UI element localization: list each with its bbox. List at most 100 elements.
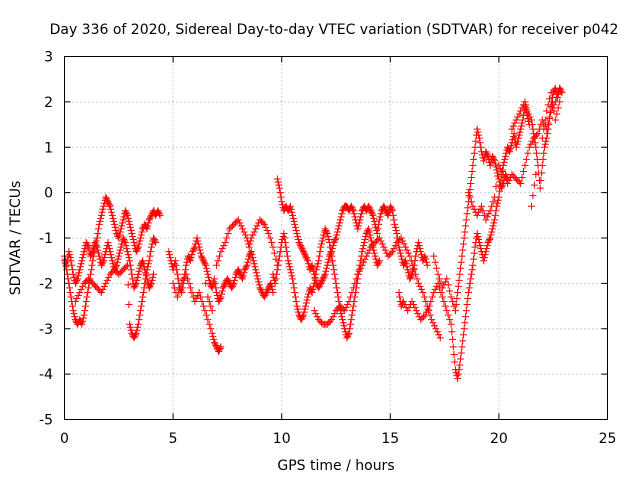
data-point xyxy=(542,137,550,145)
data-point xyxy=(551,116,559,124)
data-point xyxy=(427,298,435,306)
data-point xyxy=(145,257,153,265)
data-point xyxy=(146,282,154,290)
data-point xyxy=(399,261,407,269)
data-point xyxy=(242,264,249,272)
data-point xyxy=(132,329,140,337)
data-point xyxy=(142,275,150,283)
data-point xyxy=(97,211,105,219)
data-point xyxy=(281,234,289,242)
data-point xyxy=(312,276,320,284)
data-point xyxy=(541,116,549,124)
data-point xyxy=(422,255,430,263)
data-point xyxy=(437,279,445,287)
data-point xyxy=(96,217,104,225)
data-point xyxy=(141,279,149,287)
data-point xyxy=(93,284,101,292)
data-point xyxy=(368,210,376,218)
data-point xyxy=(84,288,92,296)
data-point xyxy=(350,210,358,218)
data-point xyxy=(89,257,97,265)
data-point xyxy=(144,222,152,230)
data-point xyxy=(362,252,370,260)
data-point xyxy=(269,243,277,251)
data-point xyxy=(383,210,391,218)
data-point xyxy=(131,331,139,339)
data-point xyxy=(77,285,85,293)
data-point xyxy=(345,298,353,306)
data-point xyxy=(230,279,238,287)
data-point xyxy=(186,255,194,263)
data-point xyxy=(338,313,346,321)
data-point xyxy=(331,270,339,278)
data-point xyxy=(311,275,319,283)
data-point xyxy=(329,261,337,269)
data-point xyxy=(289,275,297,283)
data-point xyxy=(259,219,267,227)
data-point xyxy=(459,246,467,254)
data-point xyxy=(102,279,110,287)
data-point xyxy=(105,242,113,250)
data-point xyxy=(260,220,268,228)
data-point xyxy=(299,313,307,321)
data-point xyxy=(223,275,231,283)
data-point xyxy=(358,248,366,256)
data-point xyxy=(455,276,463,284)
data-point xyxy=(556,98,564,106)
data-point xyxy=(116,231,124,239)
data-point xyxy=(244,255,252,263)
data-point xyxy=(138,258,146,266)
data-point xyxy=(453,372,461,380)
data-point xyxy=(522,101,530,109)
data-point xyxy=(282,243,290,251)
data-point xyxy=(497,184,505,192)
data-point xyxy=(128,229,136,237)
data-point xyxy=(303,255,311,263)
data-point xyxy=(470,255,478,263)
data-point xyxy=(525,143,533,151)
data-point xyxy=(216,344,224,352)
data-point xyxy=(401,258,409,266)
data-point xyxy=(266,234,274,242)
data-point xyxy=(521,161,529,169)
data-point xyxy=(137,231,145,239)
data-point xyxy=(139,257,147,265)
data-point xyxy=(417,285,425,293)
data-point xyxy=(380,202,388,210)
data-point xyxy=(205,273,213,281)
data-point xyxy=(436,334,444,342)
data-point xyxy=(515,110,523,118)
data-point xyxy=(210,338,218,346)
data-point xyxy=(71,313,79,321)
data-point xyxy=(430,322,438,330)
data-point xyxy=(176,284,184,292)
data-point xyxy=(323,229,331,237)
data-point xyxy=(253,222,261,230)
data-point xyxy=(114,255,122,263)
data-point xyxy=(496,187,504,195)
data-point xyxy=(319,275,327,283)
data-point xyxy=(210,278,218,286)
data-point xyxy=(300,308,308,316)
data-point xyxy=(459,337,467,345)
data-point xyxy=(247,249,255,257)
data-point xyxy=(403,263,411,271)
data-point xyxy=(317,243,325,251)
data-point xyxy=(287,269,295,277)
data-point xyxy=(195,243,203,251)
data-point xyxy=(105,273,113,281)
data-point xyxy=(228,282,236,290)
data-point xyxy=(349,207,357,215)
data-point xyxy=(140,284,148,292)
data-point xyxy=(386,251,394,259)
data-point xyxy=(395,288,403,296)
data-point xyxy=(318,240,326,248)
data-point xyxy=(276,184,284,192)
y-tick-label: -5 xyxy=(39,413,53,429)
data-point xyxy=(406,275,414,283)
data-point xyxy=(480,254,488,262)
data-point xyxy=(306,266,314,274)
data-point xyxy=(465,192,473,200)
data-point xyxy=(397,252,405,260)
data-point xyxy=(125,301,133,309)
